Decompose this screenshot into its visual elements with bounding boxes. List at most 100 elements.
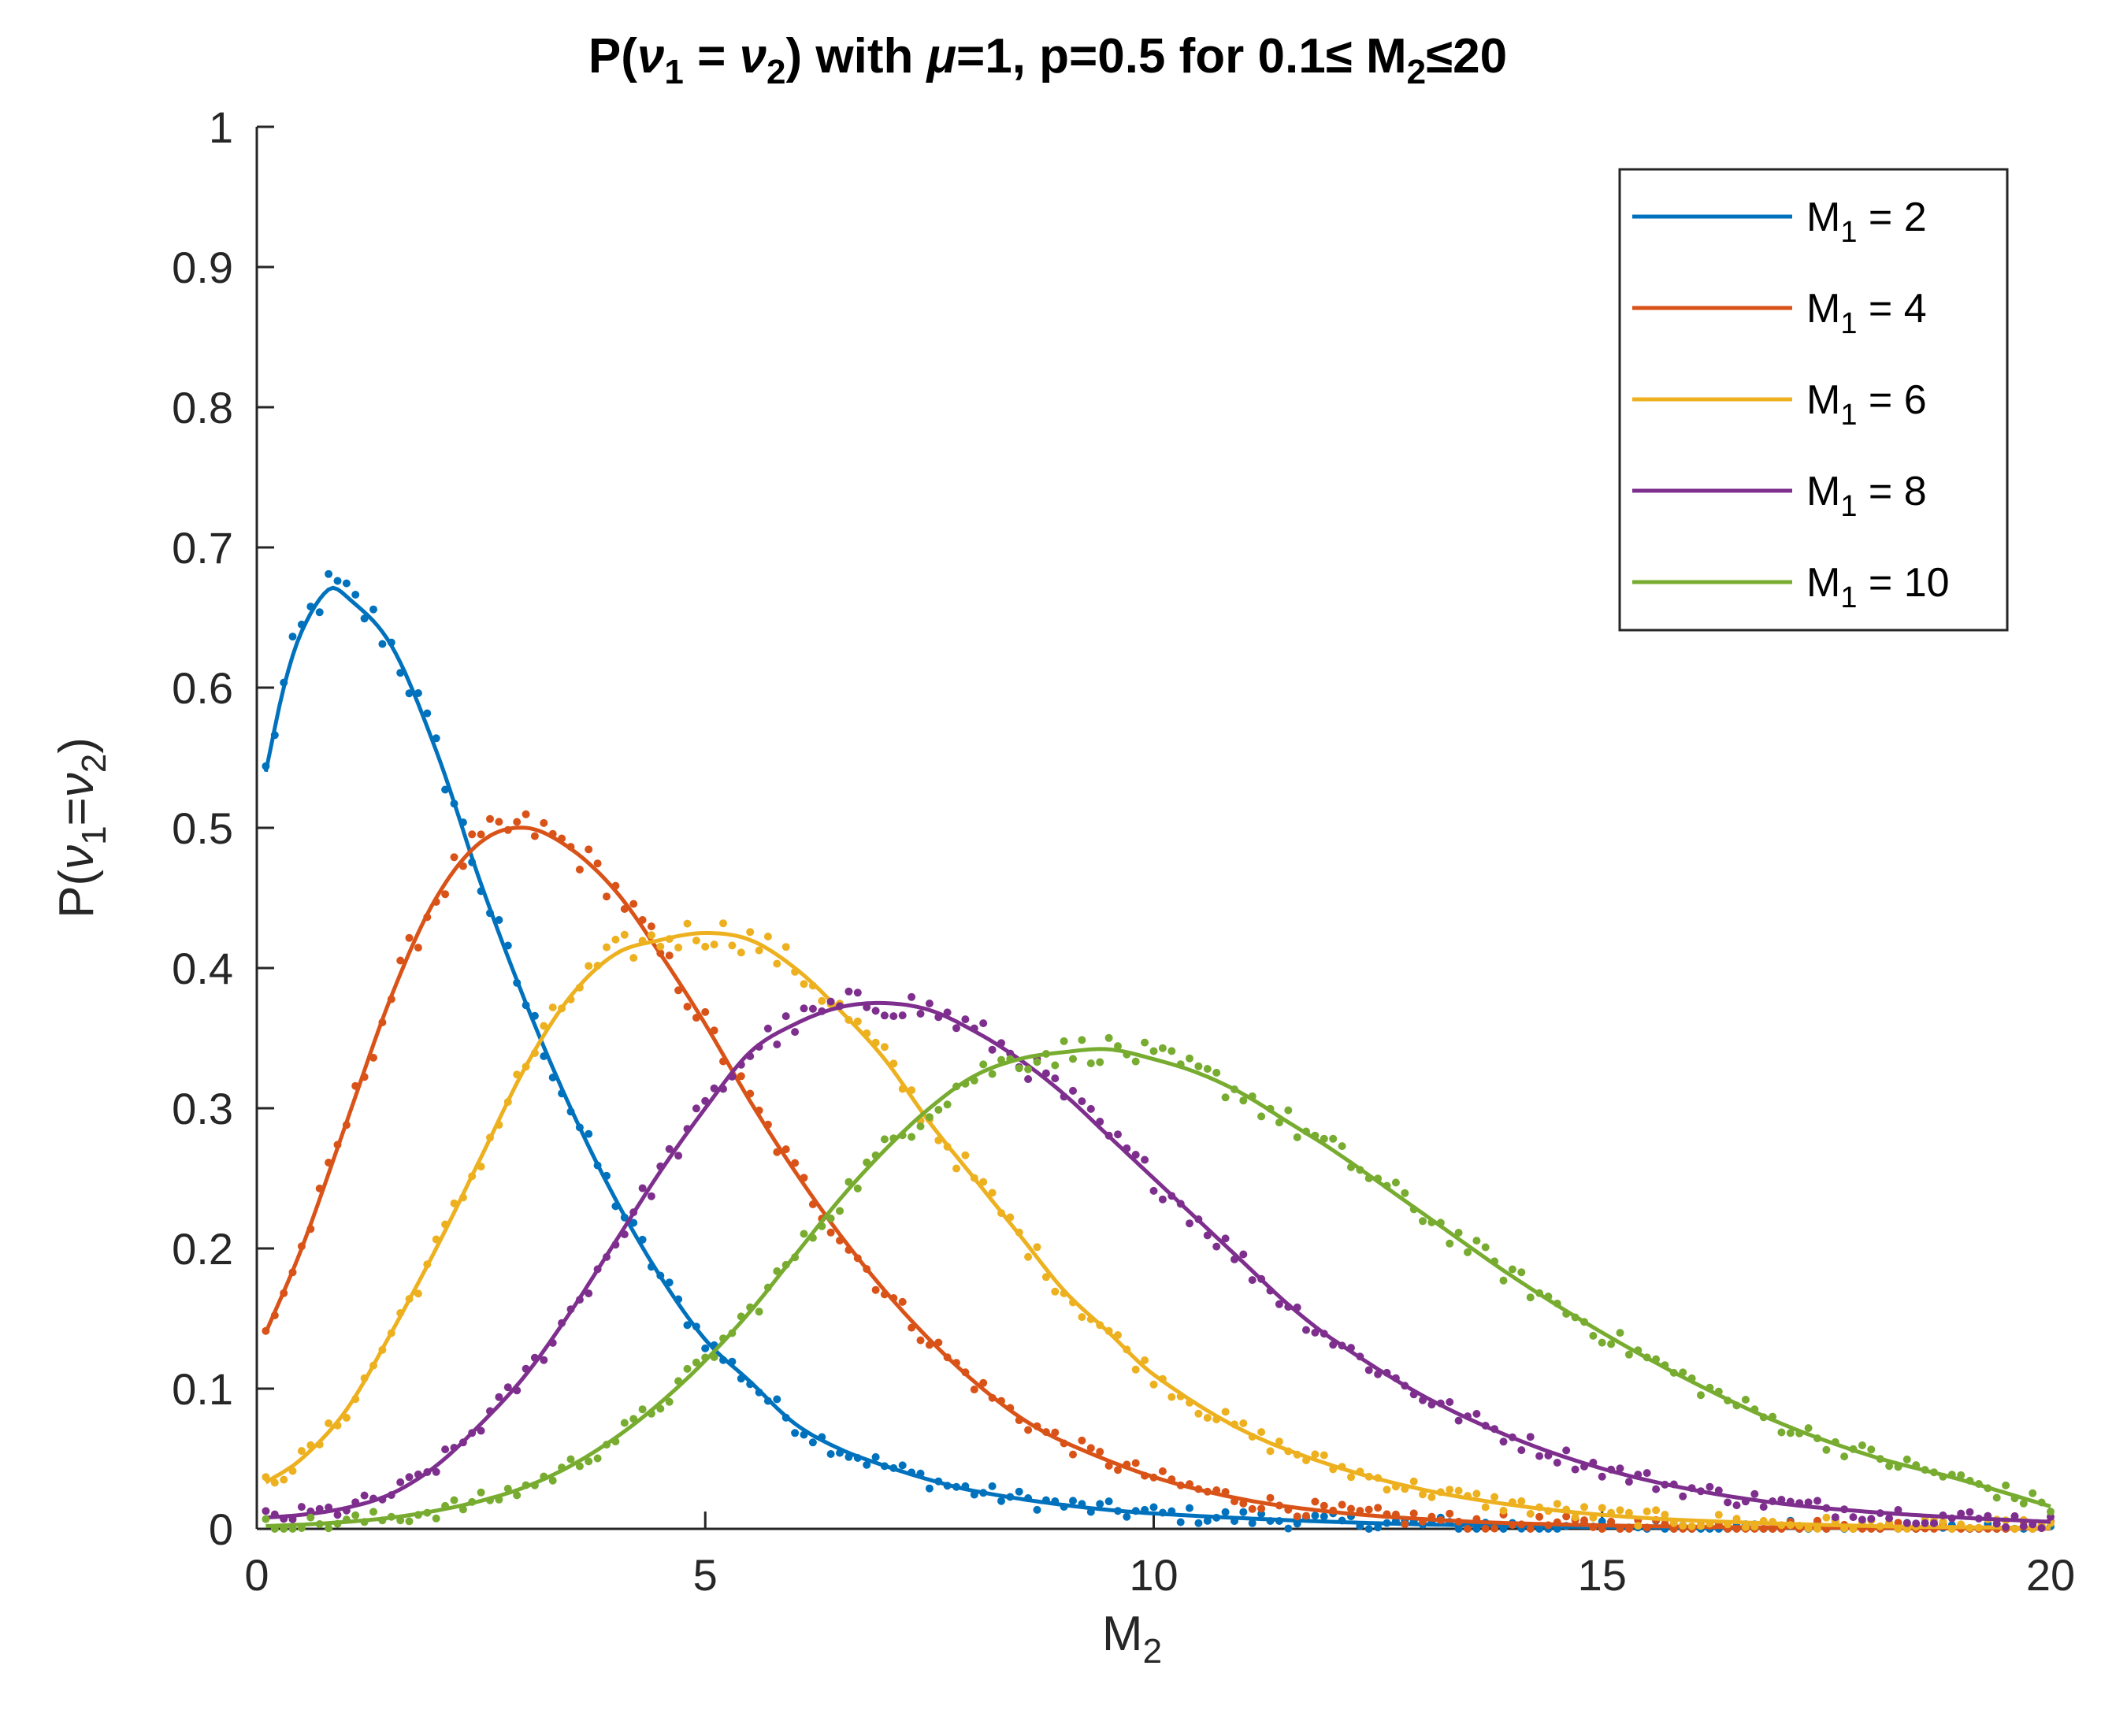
data-point <box>1364 1505 1373 1514</box>
data-point <box>1123 1460 1131 1469</box>
data-point <box>1060 1503 1068 1511</box>
data-point <box>1777 1428 1786 1437</box>
data-point <box>1974 1480 1983 1488</box>
data-point <box>880 1043 889 1052</box>
data-point <box>844 1452 853 1461</box>
data-point <box>791 1159 800 1167</box>
data-point <box>1499 1276 1508 1285</box>
data-point <box>925 1000 934 1007</box>
data-point <box>603 892 611 901</box>
data-point <box>1347 1163 1355 1171</box>
data-point <box>1024 1426 1033 1434</box>
data-point <box>1293 1450 1301 1459</box>
data-point <box>325 1159 333 1167</box>
data-point <box>997 1497 1005 1505</box>
data-point <box>1051 1497 1060 1505</box>
data-point <box>1813 1497 1821 1505</box>
data-point <box>575 1462 584 1471</box>
data-point <box>737 948 745 957</box>
data-point <box>1652 1355 1661 1363</box>
data-point <box>853 1184 862 1193</box>
data-point <box>647 1409 655 1418</box>
data-point <box>1203 1065 1212 1073</box>
data-point <box>611 1241 620 1249</box>
data-point <box>297 1447 306 1456</box>
data-point <box>1876 1522 1884 1530</box>
data-point <box>405 933 414 942</box>
data-point <box>1284 1303 1293 1311</box>
data-point <box>889 1134 898 1143</box>
data-point <box>1813 1516 1821 1525</box>
data-point <box>1212 1415 1221 1424</box>
data-point <box>629 1415 638 1423</box>
data-point <box>2037 1524 2046 1532</box>
data-point <box>369 1361 377 1370</box>
data-point <box>1320 1330 1328 1338</box>
data-point <box>808 1233 817 1242</box>
data-point <box>548 1338 557 1347</box>
data-point <box>593 859 602 868</box>
data-point <box>1409 1205 1418 1214</box>
data-point <box>1015 1416 1023 1425</box>
data-point <box>746 1380 755 1389</box>
data-point <box>1186 1398 1193 1407</box>
data-point <box>2002 1481 2010 1489</box>
data-point <box>1033 1422 1041 1430</box>
x-tick-label: 10 <box>1129 1550 1178 1600</box>
data-point <box>503 825 512 834</box>
data-point <box>1930 1519 1938 1527</box>
data-point <box>1661 1519 1669 1528</box>
data-point <box>818 1222 826 1230</box>
data-point <box>1724 1397 1732 1405</box>
data-point <box>1311 1131 1320 1140</box>
data-point <box>916 1336 925 1345</box>
data-point <box>540 1356 548 1364</box>
data-point <box>853 1017 862 1026</box>
data-point <box>1329 1465 1338 1474</box>
data-point <box>1176 1200 1185 1208</box>
data-point <box>692 937 700 945</box>
data-point <box>952 1024 960 1033</box>
data-point <box>1284 1106 1293 1115</box>
data-point <box>800 1430 808 1439</box>
data-point <box>665 951 674 960</box>
data-point <box>836 1207 844 1215</box>
data-point <box>280 1475 288 1484</box>
data-point <box>1024 1252 1033 1261</box>
data-point <box>1966 1476 1974 1485</box>
data-point <box>486 909 494 918</box>
data-point <box>1499 1437 1508 1446</box>
data-point <box>270 1311 279 1319</box>
data-point <box>674 1152 683 1160</box>
data-point <box>1813 1525 1821 1533</box>
data-point <box>629 1219 638 1227</box>
data-point <box>1041 1069 1050 1078</box>
data-point <box>746 928 755 937</box>
data-point <box>468 830 477 839</box>
data-point <box>306 603 315 611</box>
data-point <box>297 1242 306 1251</box>
data-point <box>558 1463 566 1472</box>
data-point <box>1123 1512 1131 1521</box>
data-point <box>898 1131 907 1140</box>
data-point <box>1679 1492 1687 1500</box>
data-point <box>513 818 522 826</box>
data-point <box>1329 1341 1338 1349</box>
data-point <box>970 1490 978 1499</box>
data-point <box>647 1263 655 1271</box>
data-point <box>1598 1472 1606 1481</box>
data-point <box>1141 1356 1149 1364</box>
data-point <box>925 1484 934 1493</box>
data-point <box>961 1151 970 1159</box>
data-point <box>405 689 414 698</box>
data-point <box>1149 1473 1158 1482</box>
data-point <box>1939 1511 1947 1519</box>
data-point <box>763 1283 772 1292</box>
data-point <box>1231 1255 1238 1263</box>
data-point <box>1338 1341 1346 1350</box>
data-point <box>1624 1350 1633 1359</box>
data-point <box>1131 1365 1140 1374</box>
legend-label: M1 = 2 <box>1806 195 1927 249</box>
data-point <box>468 858 477 866</box>
data-point <box>1427 1493 1436 1501</box>
